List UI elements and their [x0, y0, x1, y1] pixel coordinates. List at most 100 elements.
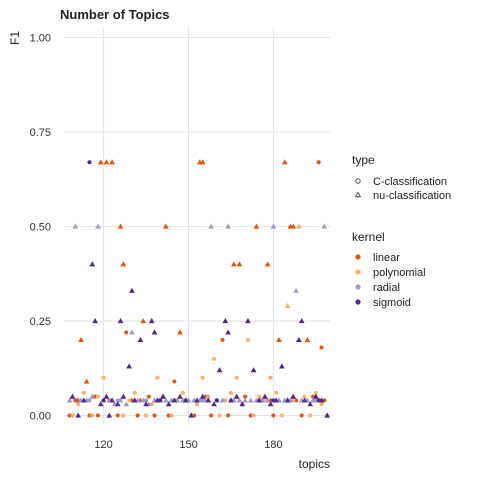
data-point-linear	[220, 337, 225, 342]
data-point-radial	[321, 223, 328, 229]
legend-circle-icon	[355, 178, 361, 184]
y-axis-label: F1	[8, 31, 22, 45]
data-point-sigmoid	[171, 397, 178, 403]
data-point-sigmoid	[271, 398, 276, 403]
data-point-polynomial	[279, 413, 284, 418]
data-point-sigmoid	[151, 329, 158, 335]
data-point-polynomial	[155, 375, 160, 380]
grid	[64, 28, 330, 425]
data-point-sigmoid	[126, 363, 132, 369]
y-tick-label: 0.50	[30, 222, 51, 234]
data-point-polynomial	[90, 413, 95, 418]
data-point-sigmoid	[117, 318, 124, 324]
data-point-linear	[120, 261, 127, 267]
data-point-polynomial	[257, 394, 262, 399]
data-point-polynomial	[195, 402, 199, 407]
legend-triangle-icon	[354, 191, 362, 198]
data-point-linear	[199, 159, 206, 165]
data-point-sigmoid	[245, 318, 251, 324]
data-point-polynomial	[206, 394, 211, 399]
legend-kernel-label: sigmoid	[373, 297, 411, 309]
data-point-linear	[117, 223, 124, 229]
data-point-sigmoid	[148, 318, 155, 324]
legend-kernel-label: polynomial	[373, 267, 426, 279]
data-point-sigmoid	[284, 397, 291, 403]
data-point-radial	[129, 329, 135, 335]
legend-type-label: C-classification	[373, 176, 447, 188]
legend-swatch-radial	[355, 284, 361, 290]
x-axis-label: topics	[299, 457, 330, 471]
data-point-sigmoid	[120, 393, 127, 399]
data-point-linear	[87, 413, 92, 418]
data-point-linear	[276, 336, 282, 343]
data-point-linear	[271, 413, 276, 418]
legend-swatch-sigmoid	[355, 299, 361, 305]
legend-type-title: type	[352, 153, 375, 167]
data-point-polynomial	[251, 413, 256, 418]
data-point-polynomial	[228, 390, 233, 395]
legend-kernel-label: linear	[373, 252, 400, 264]
data-point-sigmoid	[75, 412, 81, 418]
data-point-sigmoid	[214, 398, 219, 403]
data-point-polynomial	[144, 413, 149, 418]
data-point-polynomial	[296, 223, 302, 229]
data-point-linear	[281, 159, 288, 165]
data-point-polynomial	[180, 390, 185, 395]
data-point-sigmoid	[307, 401, 314, 407]
y-tick-label: 1.00	[30, 32, 51, 44]
data-point-linear	[253, 223, 260, 229]
data-point-sigmoid	[211, 401, 217, 407]
data-point-polynomial	[169, 413, 174, 418]
data-point-radial	[72, 223, 79, 229]
data-point-linear	[304, 336, 311, 343]
data-point-linear	[95, 413, 100, 418]
data-point-sigmoid	[131, 397, 138, 403]
data-point-linear	[172, 379, 177, 384]
data-point-linear	[319, 345, 324, 350]
data-point-polynomial	[217, 413, 222, 418]
data-point-radial	[264, 397, 271, 403]
data-point-sigmoid	[106, 412, 113, 418]
data-point-radial	[293, 287, 299, 293]
y-tick-label: 0.75	[30, 127, 51, 139]
data-point-sigmoid	[137, 336, 144, 343]
data-point-sigmoid	[225, 329, 231, 335]
data-point-radial	[200, 398, 205, 403]
data-point-radial	[87, 398, 92, 403]
data-point-radial	[66, 397, 73, 403]
data-point-radial	[144, 398, 149, 403]
data-point-radial	[247, 397, 254, 403]
data-point-sigmoid	[290, 393, 297, 399]
data-point-linear	[124, 330, 129, 335]
data-point-sigmoid	[199, 393, 206, 399]
data-point-sigmoid	[324, 412, 331, 418]
data-point-linear	[264, 261, 271, 267]
data-point-linear	[243, 394, 248, 399]
data-point-linear	[230, 261, 237, 267]
data-point-sigmoid	[239, 401, 246, 407]
legend-swatch-linear	[355, 254, 361, 260]
data-point-radial	[313, 398, 318, 403]
data-point-sigmoid	[114, 401, 121, 407]
data-point-radial	[163, 397, 169, 403]
data-point-sigmoid	[228, 397, 234, 403]
data-point-sigmoid	[109, 397, 115, 403]
data-point-polynomial	[284, 302, 291, 308]
data-point-linear	[83, 378, 90, 384]
data-point-sigmoid	[143, 401, 149, 407]
data-point-linear	[290, 223, 297, 229]
data-point-sigmoid	[313, 393, 319, 399]
data-point-polynomial	[211, 356, 216, 361]
data-point-polynomial	[95, 394, 100, 399]
data-point-polynomial	[274, 390, 279, 395]
data-point-sigmoid	[298, 318, 305, 324]
data-point-polynomial	[319, 402, 324, 407]
data-point-sigmoid	[279, 363, 285, 369]
data-point-sigmoid	[301, 397, 308, 403]
data-point-linear	[115, 413, 120, 418]
data-point-sigmoid	[194, 397, 200, 403]
data-point-linear	[299, 413, 304, 418]
data-point-polynomial	[81, 390, 86, 395]
data-point-linear	[67, 413, 72, 418]
